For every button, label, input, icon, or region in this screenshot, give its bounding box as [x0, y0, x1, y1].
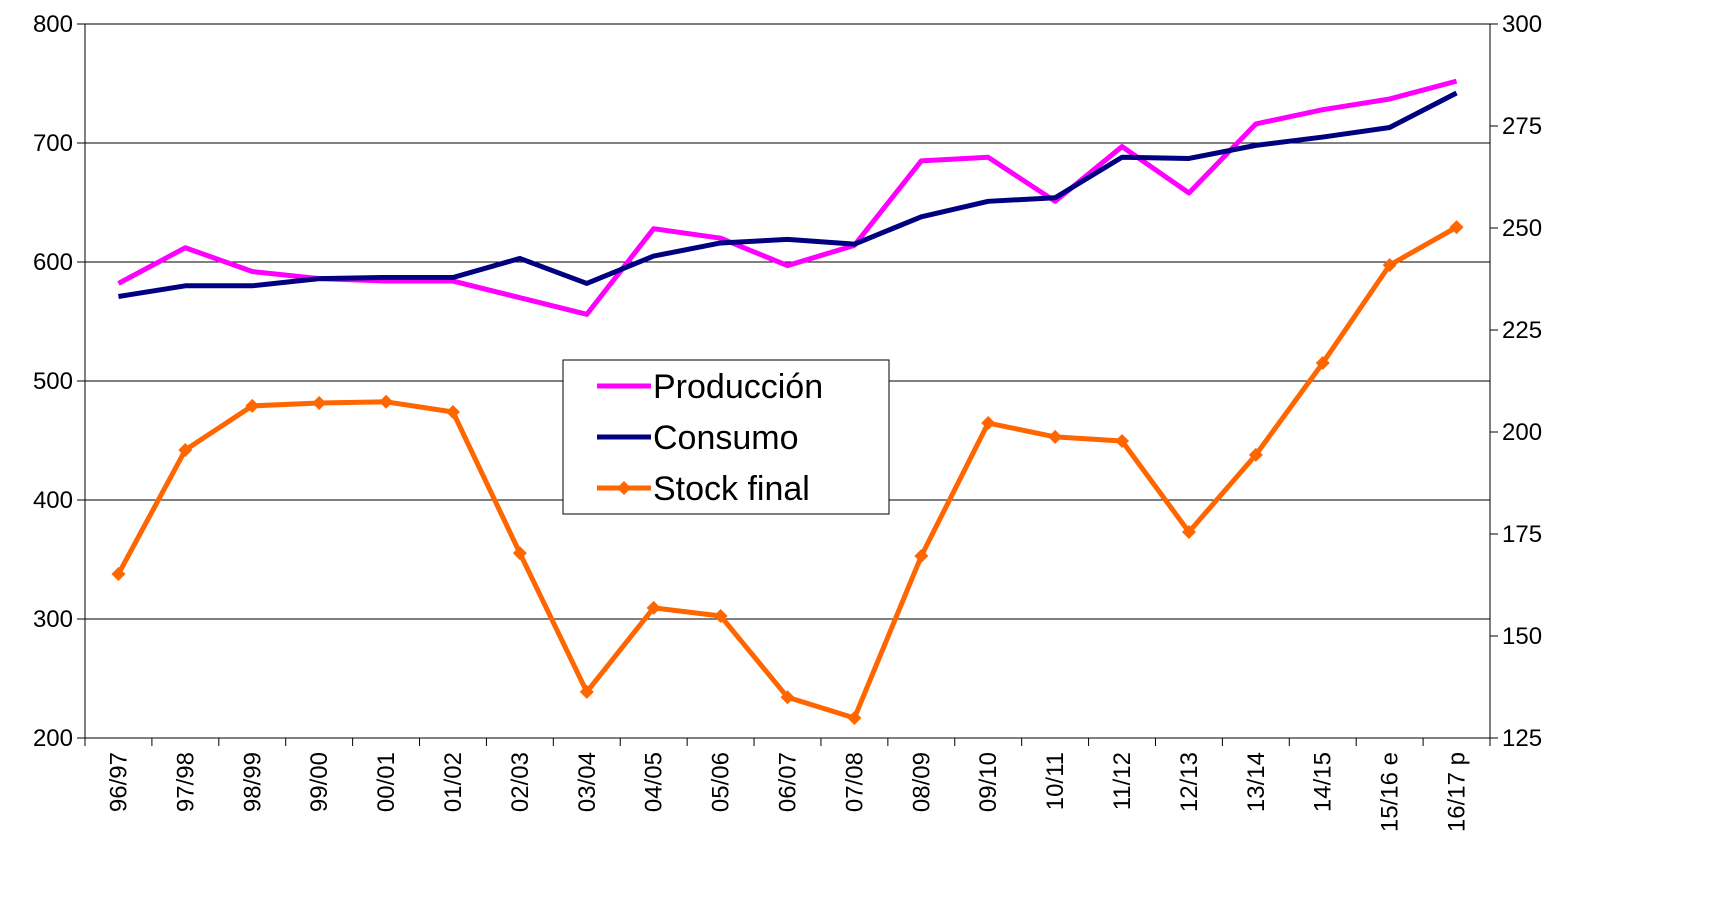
y2-tick-label: 300 — [1502, 11, 1542, 38]
legend-label: Stock final — [653, 470, 810, 508]
x-tick-label: 14/15 — [1310, 752, 1337, 812]
marker — [445, 405, 460, 420]
y2-tick-label: 225 — [1502, 317, 1542, 344]
marker — [178, 442, 193, 457]
marker — [1181, 524, 1196, 539]
x-tick-label: 97/98 — [172, 752, 199, 812]
y2-tick-label: 200 — [1502, 419, 1542, 446]
y2-tick-label: 250 — [1502, 215, 1542, 242]
y2-tick-label: 275 — [1502, 113, 1542, 140]
y2-tick-label: 175 — [1502, 521, 1542, 548]
x-tick-label: 09/10 — [975, 752, 1002, 812]
x-tick-label: 02/03 — [507, 752, 534, 812]
marker — [713, 609, 728, 624]
x-tick-label: 15/16 e — [1377, 752, 1404, 832]
x-tick-label: 01/02 — [440, 752, 467, 812]
y-tick-label: 500 — [33, 368, 73, 395]
marker — [780, 690, 795, 705]
marker — [914, 549, 929, 564]
y2-tick-label: 150 — [1502, 623, 1542, 650]
x-tick-label: 07/08 — [841, 752, 868, 812]
marker — [1382, 258, 1397, 273]
marker — [646, 600, 661, 615]
x-tick-label: 00/01 — [373, 752, 400, 812]
x-tick-label: 12/13 — [1176, 752, 1203, 812]
marker — [1115, 433, 1130, 448]
x-tick-label: 16/17 p — [1444, 752, 1471, 832]
series-line — [118, 90, 1458, 299]
y-tick-label: 300 — [33, 606, 73, 633]
marker — [312, 396, 327, 411]
marker — [579, 684, 594, 699]
x-tick-label: 96/97 — [105, 752, 132, 812]
marker — [1048, 429, 1063, 444]
x-tick-label: 11/12 — [1109, 752, 1136, 810]
x-tick-label: 98/99 — [239, 752, 266, 812]
y-tick-label: 200 — [33, 725, 73, 752]
legend-label: Consumo — [653, 419, 799, 457]
marker — [1449, 220, 1464, 235]
y-tick-label: 600 — [33, 249, 73, 276]
x-tick-label: 06/07 — [775, 752, 802, 812]
x-tick-label: 13/14 — [1243, 752, 1270, 812]
legend-label: Producción — [653, 368, 823, 406]
marker — [111, 566, 126, 581]
marker — [847, 711, 862, 726]
y2-tick-label: 125 — [1502, 725, 1542, 752]
x-tick-label: 10/11 — [1042, 752, 1069, 810]
x-tick-label: 99/00 — [306, 752, 333, 812]
y-tick-label: 800 — [33, 11, 73, 38]
y-tick-label: 400 — [33, 487, 73, 514]
x-tick-label: 03/04 — [574, 752, 601, 812]
y-tick-label: 700 — [33, 130, 73, 157]
x-tick-label: 04/05 — [641, 752, 668, 812]
marker — [379, 394, 394, 409]
legend-marker — [617, 481, 631, 495]
x-tick-label: 08/09 — [908, 752, 935, 812]
marker — [1248, 447, 1263, 462]
x-tick-label: 05/06 — [708, 752, 735, 812]
marker — [245, 398, 260, 413]
marker — [512, 546, 527, 561]
marker — [981, 416, 996, 431]
marker — [1315, 356, 1330, 371]
